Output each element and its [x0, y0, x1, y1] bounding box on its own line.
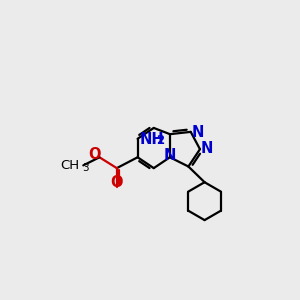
Text: N: N — [191, 125, 204, 140]
Text: 2: 2 — [157, 134, 165, 147]
Text: N: N — [164, 148, 176, 163]
Text: O: O — [88, 148, 100, 163]
Text: 3: 3 — [82, 163, 89, 173]
Text: N: N — [201, 141, 213, 156]
Text: O: O — [110, 175, 123, 190]
Text: NH: NH — [139, 131, 164, 146]
Text: CH: CH — [60, 159, 79, 172]
